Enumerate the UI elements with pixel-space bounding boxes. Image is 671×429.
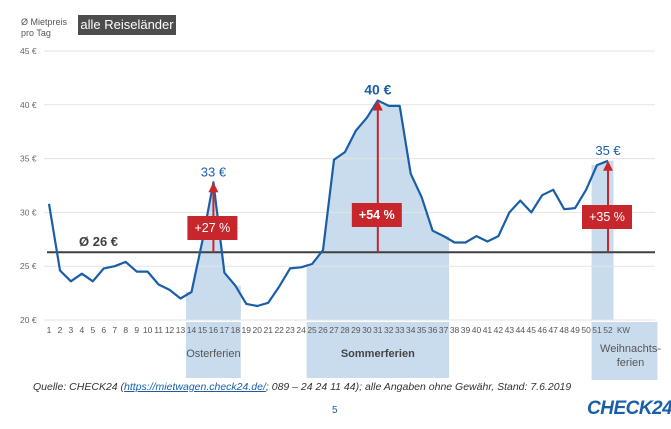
x-tick-label: 50 [581,325,591,335]
source-suffix: ; 089 – 24 24 11 44); alle Angaben ohne … [265,381,572,393]
y-axis-title-line1: Ø Mietpreis [21,17,68,27]
x-tick-label: 21 [263,325,273,335]
x-tick-label: 26 [318,325,328,335]
y-tick-label: 30 € [20,207,37,217]
x-tick-label: 35 [417,325,427,335]
x-tick-label: 12 [165,325,175,335]
x-tick-label: 15 [198,325,208,335]
x-tick-label: 22 [274,325,284,335]
average-line-group: Ø 26 € [47,234,655,254]
x-tick-label: 38 [450,325,460,335]
x-tick-label: 29 [351,325,361,335]
series-group [47,99,609,308]
change-badge-label: +54 % [359,208,395,222]
region-filter-badge[interactable]: alle Reiseländer [78,15,176,35]
x-tick-label: 27 [329,325,339,335]
x-tick-label: 34 [406,325,416,335]
x-tick-label: 25 [307,325,317,335]
holiday-bands: Osterferien Sommerferien Weihnachts-ferien [186,100,661,380]
change-badge-label: +27 % [195,221,231,235]
x-tick-label: 36 [428,325,438,335]
holiday-label-box-0 [186,322,241,378]
annotations-group: 33 € +27 % 40 € +54 % 35 € +35 % [187,81,632,253]
price-line [47,99,609,308]
arrow-head-icon [603,160,613,171]
x-tick-label: 42 [494,325,504,335]
x-tick-label: 46 [538,325,548,335]
change-badge-label: +35 % [589,210,625,224]
x-tick-label: 47 [548,325,558,335]
y-axis-ticks: 45 € 40 € 35 € 30 € 25 € 20 € [20,46,37,325]
x-tick-label: 17 [220,325,230,335]
holiday-label-box-2 [591,322,658,380]
x-tick-label: 44 [516,325,526,335]
x-tick-label: 19 [242,325,252,335]
holiday-band-2 [591,160,614,320]
y-tick-label: 45 € [20,46,37,56]
x-tick-label: 11 [154,325,163,335]
x-tick-label: 52 [603,325,613,335]
x-tick-label: 6 [101,325,106,335]
x-tick-label: 41 [483,325,493,335]
x-tick-label: 9 [134,325,139,335]
x-tick-label: 20 [253,325,263,335]
x-tick-label: 30 [362,325,372,335]
average-label: Ø 26 € [79,234,118,249]
change-badge [351,203,402,227]
change-badge [187,216,238,240]
x-tick-label: 5 [90,325,95,335]
x-tick-label: 13 [176,325,186,335]
x-tick-label: 7 [112,325,117,335]
change-badge [582,205,632,229]
arrow-head-icon [372,100,383,111]
x-tick-label: 8 [123,325,128,335]
holiday-label: Osterferien [186,348,240,360]
peak-value-label: 33 € [201,164,227,179]
x-tick-label: 49 [570,325,580,335]
x-tick-label: 51 [592,325,602,335]
x-unit-label: KW [617,326,630,335]
arrow-head-icon [208,182,219,193]
x-tick-label: 2 [58,325,63,335]
y-tick-label: 35 € [20,154,37,164]
x-tick-label: 1 [47,325,52,335]
x-tick-label: 48 [559,325,569,335]
y-tick-label: 25 € [20,261,37,271]
x-tick-label: 39 [461,325,471,335]
source-link[interactable]: https://mietwagen.check24.de/ [124,381,266,393]
peak-value-label: 35 € [595,143,621,158]
holiday-label: Sommerferien [341,348,415,360]
y-tick-label: 20 € [20,315,37,325]
peak-value-label: 40 € [364,81,391,97]
x-tick-label: 10 [143,325,153,335]
source-prefix: Quelle: CHECK24 ( [33,381,125,393]
grid-lines [44,50,655,321]
source-note: Quelle: CHECK24 (https://mietwagen.check… [33,381,571,393]
y-axis-title-line2: pro Tag [21,28,51,38]
x-tick-label: 16 [209,325,219,335]
x-tick-label: 40 [472,325,482,335]
holiday-label-box-1 [306,322,450,378]
holiday-label-line1: Weihnachts- [600,343,661,355]
y-tick-label: 40 € [20,100,37,110]
holiday-label-line2: ferien [617,357,645,369]
x-tick-label: 32 [384,325,394,335]
x-tick-label: 37 [439,325,449,335]
x-tick-label: 3 [69,325,74,335]
x-axis-ticks: 1 2 3 4 5 6 7 8 9 10 11 12 13 14 15 16 17 18 19 20 21 22 23 24 2… [47,325,631,335]
x-tick-label: 31 [373,325,383,335]
x-tick-label: 43 [505,325,515,335]
x-tick-label: 33 [395,325,405,335]
x-tick-label: 28 [340,325,350,335]
x-tick-label: 45 [527,325,537,335]
x-tick-label: 24 [296,325,306,335]
check24-logo: CHECK24 [587,398,671,419]
y-axis-title: Ø Mietpreis pro Tag [21,17,67,39]
x-tick-label: 4 [80,325,85,335]
x-tick-label: 14 [187,325,197,335]
x-tick-label: 23 [285,325,295,335]
page-number: 5 [332,405,338,416]
x-tick-label: 18 [231,325,241,335]
